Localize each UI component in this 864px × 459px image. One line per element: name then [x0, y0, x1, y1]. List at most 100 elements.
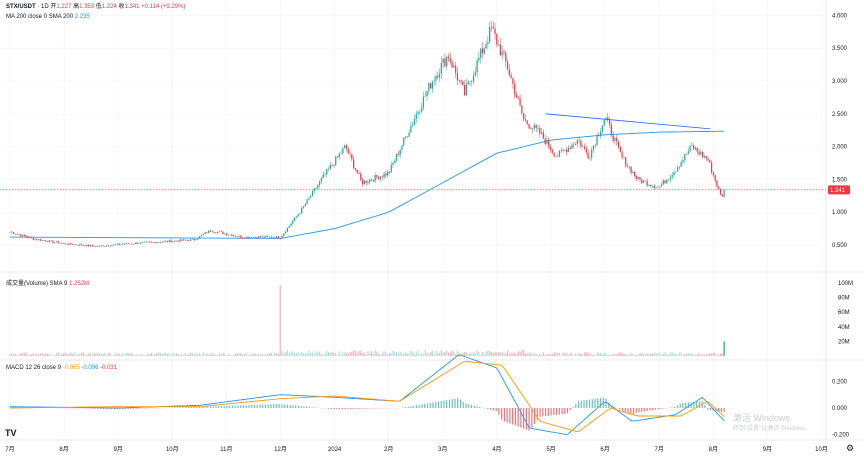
candle: [677, 168, 678, 172]
volume-bar: [52, 355, 53, 356]
volume-bar: [609, 355, 610, 356]
volume-bar: [323, 355, 324, 356]
volume-bar: [425, 350, 426, 356]
volume-bar: [623, 354, 624, 356]
candle: [54, 242, 55, 243]
candle: [584, 146, 585, 148]
candle: [90, 245, 91, 246]
candle: [308, 198, 309, 200]
candle: [425, 96, 426, 97]
candle: [706, 156, 707, 159]
volume-bar: [410, 351, 411, 356]
macd-hist-bar: [677, 405, 678, 408]
volume-bar: [18, 355, 19, 356]
volume-bar: [595, 355, 596, 356]
macd-hist-bar: [625, 408, 626, 412]
candle: [228, 235, 229, 236]
candle: [607, 118, 608, 120]
volume-bar: [208, 354, 209, 356]
time-tick-label: 2月: [384, 446, 393, 453]
interval[interactable]: 1D: [41, 4, 49, 10]
volume-bar: [428, 353, 429, 356]
candle: [489, 27, 490, 42]
candle: [237, 236, 238, 237]
volume-bar: [679, 353, 680, 356]
candle: [564, 150, 565, 151]
candle: [528, 124, 529, 128]
macd-hist-bar: [655, 408, 656, 410]
volume-bar: [281, 351, 282, 356]
volume-bar: [43, 354, 44, 356]
volume-bar: [500, 353, 501, 356]
volume-bar: [140, 354, 141, 356]
volume-legend[interactable]: 成交量(Volume) SMA 9 1.252M: [6, 280, 89, 288]
candle: [178, 241, 179, 242]
candle: [437, 76, 438, 78]
candle: [140, 242, 141, 243]
volume-bar: [484, 354, 485, 356]
volume-bar: [571, 353, 572, 356]
candle: [629, 166, 630, 167]
candle: [13, 232, 14, 234]
volume-bar: [269, 353, 270, 356]
macd-legend[interactable]: MACD 12 26 close 9 -0.065 -0.096 -0.031: [6, 364, 117, 372]
macd-hist-bar: [518, 408, 519, 427]
candle: [664, 180, 665, 183]
volume-bar: [485, 352, 486, 356]
ohlc-legend[interactable]: STX/USDT · 1D 开1.227 高1.353 低1.224 收1.34…: [6, 3, 185, 11]
volume-bar: [332, 352, 333, 356]
time-tick-label: 10月: [815, 446, 828, 453]
candle: [153, 242, 154, 243]
volume-bar: [584, 353, 585, 356]
candle: [686, 154, 687, 155]
candle: [156, 242, 157, 243]
volume-bar: [647, 353, 648, 356]
symbol[interactable]: STX/USDT: [6, 4, 36, 10]
volume-bar: [147, 354, 148, 356]
volume-bar: [362, 353, 363, 356]
candle: [611, 125, 612, 136]
candle: [502, 52, 503, 55]
volume-bar: [477, 350, 478, 356]
volume-bar: [120, 354, 121, 356]
volume-bar: [110, 353, 111, 356]
candle: [224, 234, 225, 235]
macd-hist-bar: [553, 408, 554, 415]
time-tick-label: 12月: [274, 446, 287, 453]
volume-bar: [34, 354, 35, 356]
volume-bar: [702, 354, 703, 356]
volume-bar: [367, 351, 368, 356]
volume-bar: [38, 354, 39, 356]
candle: [70, 243, 71, 244]
candle: [716, 181, 717, 187]
macd-hist-bar: [658, 408, 659, 409]
candle: [86, 245, 87, 246]
macd-hist-bar: [550, 408, 551, 415]
volume-bar: [15, 354, 16, 356]
candle: [536, 125, 537, 128]
tradingview-logo[interactable]: TV: [5, 428, 17, 438]
volume-bar: [498, 352, 499, 356]
time-tick-label: 8月: [709, 446, 718, 453]
candle: [340, 153, 341, 154]
macd-hist-bar: [312, 407, 313, 408]
volume-bar: [534, 353, 535, 356]
macd-hist-bar: [622, 408, 623, 411]
candle: [323, 174, 324, 178]
candle: [22, 235, 23, 236]
open-value: 1.227: [56, 4, 71, 10]
candle: [518, 97, 519, 98]
volume-bar: [446, 351, 447, 356]
volume-bar: [213, 355, 214, 356]
ma-legend[interactable]: MA 200 close 0 SMA 200 2.235: [6, 13, 90, 21]
volume-bar: [382, 353, 383, 356]
candle: [101, 246, 102, 247]
candle: [638, 177, 639, 179]
settings-gear-icon[interactable]: ⚙: [846, 443, 854, 454]
volume-bar: [464, 352, 465, 356]
candle: [457, 73, 458, 80]
